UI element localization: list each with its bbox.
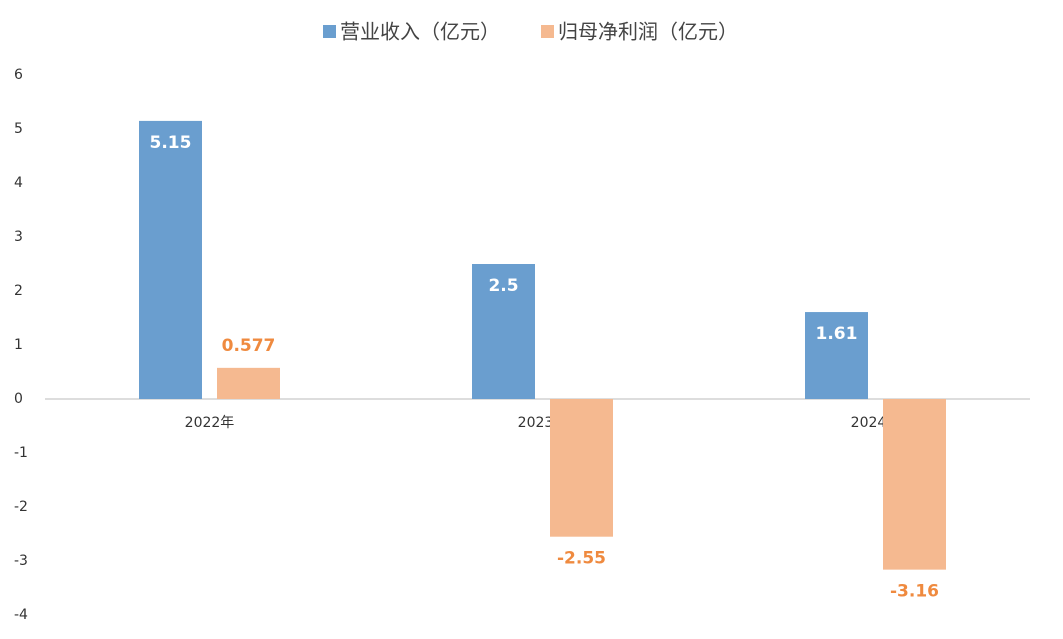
y-tick-label: 6 xyxy=(14,67,23,83)
y-tick-label: -1 xyxy=(14,445,28,461)
y-tick-label: 1 xyxy=(14,337,23,353)
value-label: 5.15 xyxy=(150,133,192,153)
y-tick-label: 4 xyxy=(14,175,23,191)
legend-swatch xyxy=(323,25,336,38)
x-tick-label: 2022年 xyxy=(185,415,235,431)
value-label: -3.16 xyxy=(890,582,939,602)
legend-label: 归母净利润（亿元） xyxy=(558,20,738,44)
value-label: 2.5 xyxy=(488,276,518,296)
y-tick-label: 2 xyxy=(14,283,23,299)
bar xyxy=(139,120,202,400)
y-tick-label: 0 xyxy=(14,391,23,407)
bar xyxy=(883,399,946,570)
bar xyxy=(472,264,535,399)
legend-swatch xyxy=(541,25,554,38)
y-tick-label: -2 xyxy=(14,499,28,515)
y-tick-label: -4 xyxy=(14,607,28,623)
value-label: 0.577 xyxy=(222,336,276,356)
bar xyxy=(217,367,280,399)
value-label: -2.55 xyxy=(557,549,606,569)
bar xyxy=(805,312,868,399)
y-tick-label: 5 xyxy=(14,121,23,137)
y-tick-label: 3 xyxy=(14,229,23,245)
bar xyxy=(550,399,613,537)
value-label: 1.61 xyxy=(816,324,858,344)
legend-label: 营业收入（亿元） xyxy=(340,20,500,44)
y-tick-label: -3 xyxy=(14,553,28,569)
